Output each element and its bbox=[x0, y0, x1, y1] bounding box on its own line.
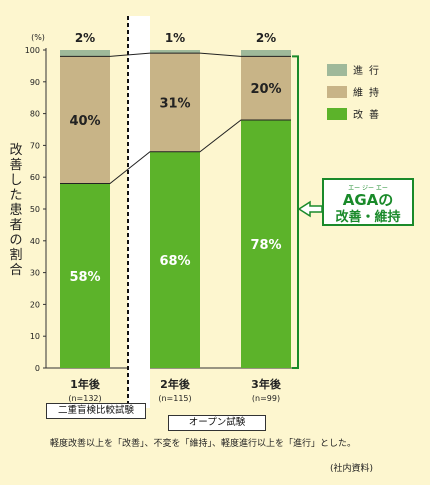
bars bbox=[60, 50, 291, 369]
callout-ruby: エー ジー エー bbox=[348, 185, 388, 192]
bar-segment bbox=[241, 50, 291, 57]
category-label: 1年後 bbox=[70, 377, 101, 391]
value-label: 58% bbox=[69, 270, 100, 285]
legend-label: 進行 bbox=[353, 64, 385, 77]
legend-label: 維持 bbox=[353, 86, 385, 99]
bar-segment bbox=[60, 50, 110, 57]
sample-size-label: (n=132) bbox=[68, 394, 101, 403]
legend-swatch bbox=[327, 64, 347, 76]
footnote: 軽度改善以上を「改善」、不変を「維持」、軽度進行以上を「進行」とした。 bbox=[50, 439, 357, 449]
y-tick-label: 30 bbox=[30, 269, 40, 278]
bar-segment bbox=[150, 151, 200, 368]
category-label: 3年後 bbox=[251, 377, 282, 391]
bar-labels: 1年後 (n=132) 2年後 (n=115) 3年後 (n=99) 58% 40% 2% 68%… bbox=[68, 31, 281, 403]
bar-segment bbox=[241, 119, 291, 369]
y-tick-label: 80 bbox=[30, 110, 40, 119]
value-label: 20% bbox=[250, 82, 281, 97]
value-label: 68% bbox=[159, 254, 190, 269]
trial-separator-band bbox=[128, 16, 150, 408]
sample-size-label: (n=99) bbox=[252, 394, 280, 403]
value-label: 2% bbox=[75, 31, 95, 45]
y-tick-label: 60 bbox=[30, 173, 40, 182]
legend-swatch bbox=[327, 86, 347, 98]
bar-segment bbox=[60, 183, 110, 368]
callout-bracket bbox=[292, 55, 299, 369]
axis: 0 10 20 30 40 50 60 70 80 90 100 (%) 改善した患者の割合 bbox=[9, 33, 298, 373]
improve-connector-line bbox=[60, 119, 291, 185]
open-trial-label: オープン試験 bbox=[168, 415, 266, 431]
y-unit-label: (%) bbox=[31, 33, 45, 42]
bar-segment bbox=[241, 56, 291, 120]
y-tick-label: 90 bbox=[30, 78, 40, 87]
callout-title: AGAの bbox=[343, 191, 394, 209]
callout-box bbox=[322, 178, 414, 226]
y-tick-label: 40 bbox=[30, 237, 40, 246]
bar-segment bbox=[150, 53, 200, 152]
y-tick-label: 10 bbox=[30, 332, 40, 341]
sample-size-label: (n=115) bbox=[158, 394, 191, 403]
value-label: 1% bbox=[165, 31, 185, 45]
value-label: 31% bbox=[159, 96, 190, 111]
double-blind-trial-label: 二重盲検比較試験 bbox=[46, 403, 146, 419]
value-label: 2% bbox=[256, 31, 276, 45]
y-tick-label: 0 bbox=[35, 364, 40, 373]
legend-swatch bbox=[327, 108, 347, 120]
value-label: 40% bbox=[69, 114, 100, 129]
y-tick-label: 100 bbox=[25, 46, 40, 55]
source-note: (社内資料) bbox=[330, 464, 374, 474]
value-label: 78% bbox=[250, 238, 281, 253]
maintain-connector-line bbox=[60, 52, 291, 57]
y-tick-label: 50 bbox=[30, 205, 40, 214]
y-tick-label: 70 bbox=[30, 141, 40, 150]
callout-subtitle: 改善・維持 bbox=[335, 209, 400, 225]
y-tick-label: 20 bbox=[30, 300, 40, 309]
category-label: 2年後 bbox=[160, 377, 191, 391]
y-axis-title: 改善した患者の割合 bbox=[9, 143, 22, 278]
legend-label: 改善 bbox=[353, 108, 385, 121]
bar-segment bbox=[60, 56, 110, 184]
callout-arrow bbox=[297, 200, 323, 218]
bar-segment bbox=[150, 50, 200, 54]
